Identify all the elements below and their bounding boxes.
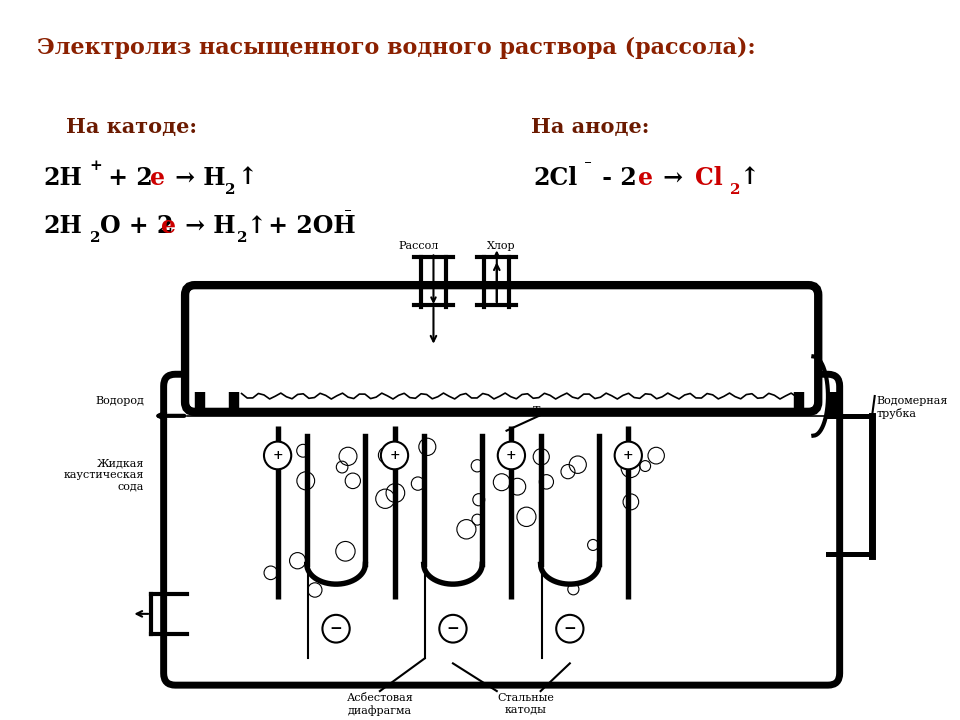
Text: →: → <box>655 166 691 190</box>
Circle shape <box>323 615 349 642</box>
Text: Водомерная
трубка: Водомерная трубка <box>876 396 948 419</box>
Text: e: e <box>150 166 165 190</box>
Text: Асбестовая
диафрагма: Асбестовая диафрагма <box>347 693 413 716</box>
Text: 2Cl: 2Cl <box>534 166 578 190</box>
Text: На аноде:: На аноде: <box>531 117 649 137</box>
Circle shape <box>497 441 525 469</box>
Circle shape <box>440 615 467 642</box>
Text: → H: → H <box>178 214 236 238</box>
Text: 2: 2 <box>237 230 248 245</box>
Text: +: + <box>506 449 516 462</box>
Text: 2: 2 <box>89 230 100 245</box>
Circle shape <box>556 615 584 642</box>
Text: + 2OH: + 2OH <box>260 214 356 238</box>
Text: ⁻: ⁻ <box>344 207 352 221</box>
Text: −: − <box>329 621 343 636</box>
Text: −: − <box>564 621 576 636</box>
Text: 2: 2 <box>730 183 740 197</box>
Text: Cl: Cl <box>694 166 722 190</box>
Circle shape <box>614 441 642 469</box>
Text: 2H: 2H <box>44 166 83 190</box>
Text: ↑: ↑ <box>740 165 760 189</box>
Text: ↑: ↑ <box>238 165 257 189</box>
Text: - 2: - 2 <box>594 166 636 190</box>
Text: +: + <box>623 449 634 462</box>
Text: +: + <box>389 449 399 462</box>
Text: O + 2: O + 2 <box>101 214 174 238</box>
Text: Хлор: Хлор <box>488 240 516 251</box>
Text: Водород: Водород <box>95 396 144 406</box>
Text: ⁻: ⁻ <box>585 159 592 174</box>
Text: Жидкая
каустическая
сода: Жидкая каустическая сода <box>63 459 144 492</box>
Text: Титановые аноды: Титановые аноды <box>533 406 636 416</box>
Text: −: − <box>446 621 459 636</box>
Text: ↑: ↑ <box>248 214 267 238</box>
Text: 2: 2 <box>225 183 235 197</box>
Text: +: + <box>89 159 103 174</box>
Text: + 2: + 2 <box>101 166 153 190</box>
FancyBboxPatch shape <box>185 285 818 412</box>
Text: Стальные
катоды: Стальные катоды <box>497 693 555 715</box>
Circle shape <box>381 441 408 469</box>
Text: 2H: 2H <box>44 214 83 238</box>
Text: e: e <box>160 214 176 238</box>
Circle shape <box>264 441 291 469</box>
Text: +: + <box>273 449 283 462</box>
Text: e: e <box>638 166 653 190</box>
Text: → H: → H <box>167 166 226 190</box>
Text: Электролиз насыщенного водного раствора (рассола):: Электролиз насыщенного водного раствора … <box>37 37 756 58</box>
Text: На катоде:: На катоде: <box>66 117 197 137</box>
FancyBboxPatch shape <box>163 374 840 685</box>
Text: Рассол: Рассол <box>398 240 439 251</box>
